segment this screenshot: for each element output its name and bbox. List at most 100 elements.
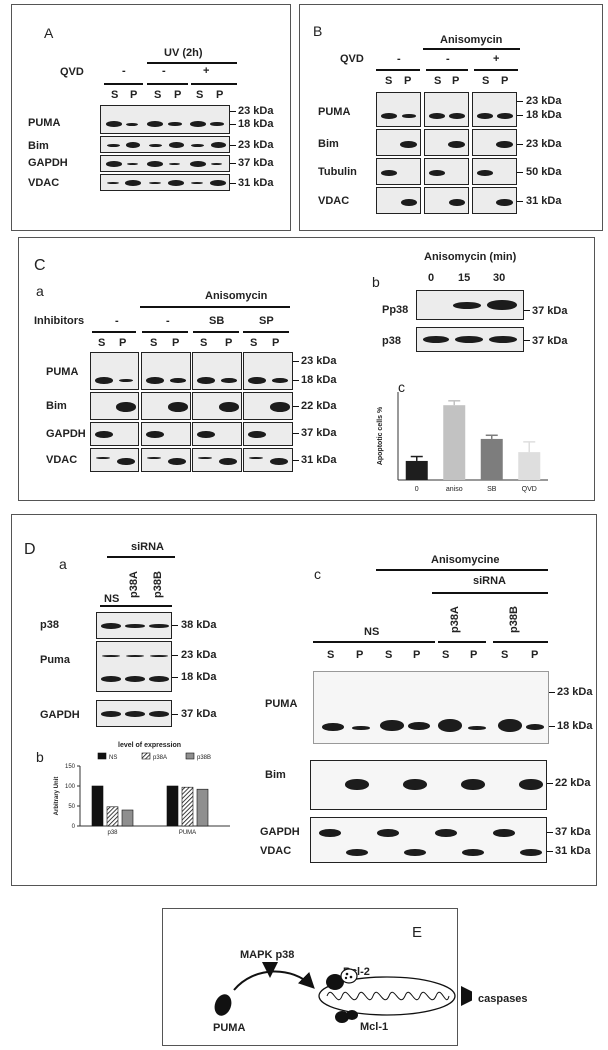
blot-c-bim-2 bbox=[141, 392, 191, 420]
x-tick-label: QVD bbox=[522, 486, 537, 493]
blot-a-gapdh bbox=[100, 155, 230, 172]
blot-c-puma-4 bbox=[243, 352, 293, 390]
blot-d-gapdh bbox=[96, 700, 172, 727]
blot-c-puma-2 bbox=[141, 352, 191, 390]
panel-d-label: D bbox=[24, 541, 36, 558]
blot-b-vdac-1 bbox=[376, 187, 421, 214]
aniso-label-b: Anisomycin bbox=[440, 34, 503, 46]
aniso-line-b bbox=[423, 48, 520, 50]
mcl1-label: Mcl-1 bbox=[360, 1021, 389, 1033]
blot-b-puma-2 bbox=[424, 92, 469, 127]
y-tick-label: 100 bbox=[65, 784, 76, 790]
blot-c-vdac-3 bbox=[192, 448, 242, 472]
mapk-label: MAPK p38 bbox=[240, 949, 295, 961]
row-dc-puma: PUMA bbox=[265, 698, 298, 710]
qvd-label-b: QVD bbox=[340, 53, 364, 65]
blot-dc-puma bbox=[313, 671, 549, 744]
dc-ns: NS bbox=[364, 626, 380, 638]
uv-line bbox=[147, 62, 237, 64]
lane-d-p38a: p38A bbox=[128, 571, 140, 598]
y-axis-label: Arbitrary Unit bbox=[54, 777, 60, 816]
dc-p38a: p38A bbox=[449, 606, 461, 633]
pathway-diagram bbox=[214, 962, 472, 1023]
sp-dc-1: S bbox=[327, 649, 335, 661]
bar-0 bbox=[405, 460, 428, 480]
y-tick-label: 50 bbox=[68, 804, 75, 810]
blot-c-vdac-1 bbox=[90, 448, 139, 472]
row-a-vdac: VDAC bbox=[28, 177, 60, 189]
bar-p38-p38A bbox=[106, 806, 119, 827]
blot-c-bim-1 bbox=[90, 392, 139, 420]
y-axis-label: Apoptotic cells % bbox=[377, 406, 384, 465]
cond-b-1: - bbox=[397, 53, 401, 65]
row-b-bim: Bim bbox=[318, 138, 339, 150]
cond-b-3: + bbox=[493, 53, 500, 65]
blot-a-vdac bbox=[100, 174, 230, 191]
sp-c-1: S bbox=[98, 337, 106, 349]
qvd-label-a: QVD bbox=[60, 66, 84, 78]
x-tick-label: aniso bbox=[446, 486, 463, 493]
sp-a-1: S bbox=[111, 89, 119, 101]
cond-line-a-1 bbox=[104, 83, 143, 85]
kda-b-1: 23 kDa bbox=[526, 95, 562, 107]
row-b-vdac: VDAC bbox=[318, 195, 350, 207]
sirna-line-dc bbox=[432, 592, 548, 594]
blot-b-vdac-3 bbox=[472, 187, 517, 214]
sp-a-2: P bbox=[130, 89, 138, 101]
kda-b-4: 50 kDa bbox=[526, 166, 562, 178]
sp-dc-4: P bbox=[413, 649, 421, 661]
y-tick-label: 150 bbox=[65, 764, 76, 770]
dc-p38b: p38B bbox=[508, 606, 520, 633]
mitochondrion-icon bbox=[318, 976, 456, 1016]
cond-a-1: - bbox=[122, 65, 126, 77]
row-c-vdac: VDAC bbox=[46, 454, 78, 466]
kda-d-3: 18 kDa bbox=[181, 671, 217, 683]
blot-b-puma-1 bbox=[376, 92, 421, 127]
panel-d-a-label: a bbox=[59, 556, 67, 572]
cond-line-b-1 bbox=[376, 69, 420, 71]
cond-c-3: SB bbox=[209, 315, 225, 327]
cond-line-a-2 bbox=[147, 83, 188, 85]
sp-b-3: S bbox=[434, 75, 442, 87]
blot-c-bim-4 bbox=[243, 392, 293, 420]
aniso-label-c: Anisomycin bbox=[205, 290, 268, 302]
cond-line-c-3 bbox=[193, 331, 239, 333]
sp-c-5: S bbox=[200, 337, 208, 349]
blot-dc-gapdh-vdac bbox=[310, 817, 547, 863]
time-0: 0 bbox=[428, 272, 435, 284]
bcl2-protein-icon-2 bbox=[340, 968, 358, 984]
cond-a-3: + bbox=[203, 65, 210, 77]
kda-c-2: 18 kDa bbox=[301, 374, 337, 386]
sp-c-6: P bbox=[225, 337, 233, 349]
kda-a-3: 23 kDa bbox=[238, 139, 274, 151]
kda-b-3: 23 kDa bbox=[526, 138, 562, 150]
sp-c-2: P bbox=[119, 337, 127, 349]
sp-dc-3: S bbox=[385, 649, 393, 661]
sp-c-7: S bbox=[250, 337, 258, 349]
sp-dc-2: P bbox=[356, 649, 364, 661]
expression-chart: Arbitrary Unit 150 100 50 0 p38 PUMA NS p38A p38B bbox=[54, 752, 230, 836]
x-tick-label: SB bbox=[487, 486, 497, 493]
cond-line-b-2 bbox=[426, 69, 468, 71]
sp-b-5: S bbox=[482, 75, 490, 87]
kda-b-5: 31 kDa bbox=[526, 195, 562, 207]
blot-b-tubulin-3 bbox=[472, 158, 517, 185]
x-tick-label: PUMA bbox=[179, 830, 196, 836]
bar-PUMA-p38A bbox=[181, 786, 194, 827]
cond-a-2: - bbox=[162, 65, 166, 77]
mcl1-protein-icon-2 bbox=[346, 1010, 358, 1020]
blot-c-puma-3 bbox=[192, 352, 242, 390]
time-15: 15 bbox=[458, 272, 471, 284]
sp-a-4: P bbox=[174, 89, 182, 101]
row-d-gapdh: GAPDH bbox=[40, 709, 80, 721]
row-c-bim: Bim bbox=[46, 400, 67, 412]
cond-c-4: SP bbox=[259, 315, 274, 327]
sp-dc-6: P bbox=[470, 649, 478, 661]
row-dc-vdac: VDAC bbox=[260, 845, 292, 857]
row-cb-p38: p38 bbox=[382, 335, 401, 347]
expression-title: level of expression bbox=[118, 742, 182, 749]
sp-a-3: S bbox=[154, 89, 162, 101]
cond-b-2: - bbox=[446, 53, 450, 65]
panel-c-label: C bbox=[34, 257, 46, 274]
bar-aniso bbox=[443, 405, 466, 480]
